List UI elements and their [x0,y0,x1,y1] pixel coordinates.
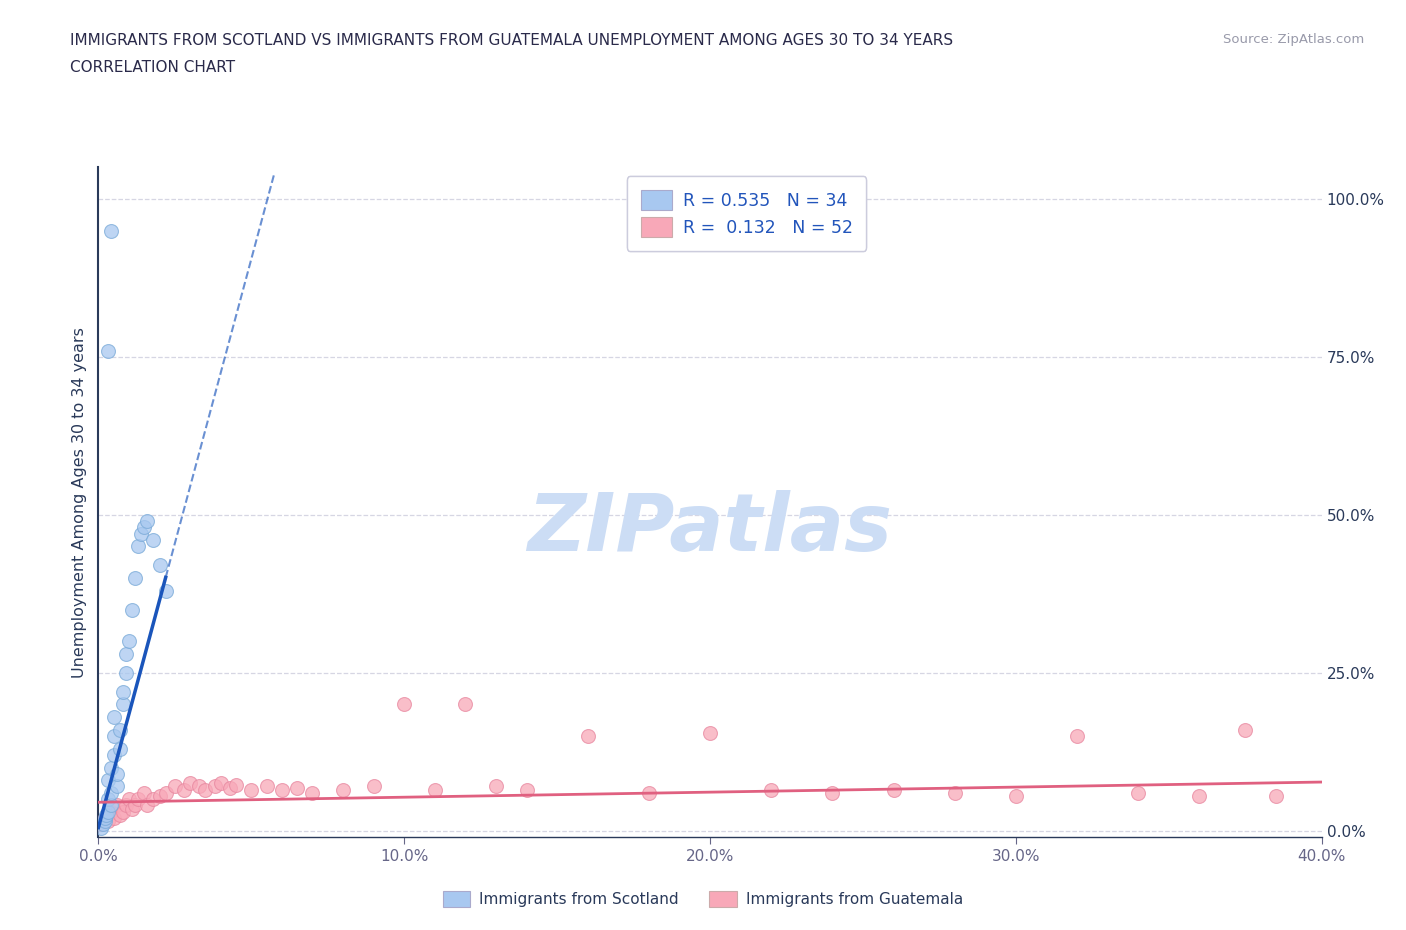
Point [423,782,446,797]
Point [204,779,226,794]
Point [1004,789,1026,804]
Point [179,776,201,790]
Point [93,811,115,826]
Point [127,791,149,806]
Point [240,782,263,797]
Point [136,513,159,528]
Point [115,646,138,661]
Point [256,779,278,794]
Point [121,602,143,617]
Point [100,760,122,775]
Point [576,728,599,743]
Point [97,343,120,358]
Point [97,814,120,829]
Point [103,748,125,763]
Point [699,725,721,740]
Point [454,697,477,711]
Point [225,777,247,792]
Text: ZIPatlas: ZIPatlas [527,490,893,568]
Point [105,779,128,794]
Point [100,223,122,238]
Point [115,665,138,680]
Point [115,798,138,813]
Point [108,723,131,737]
Point [173,782,195,797]
Point [285,780,308,795]
Point [821,785,844,800]
Point [301,785,323,800]
Point [111,804,134,819]
Point [100,785,122,800]
Text: IMMIGRANTS FROM SCOTLAND VS IMMIGRANTS FROM GUATEMALA UNEMPLOYMENT AMONG AGES 30: IMMIGRANTS FROM SCOTLAND VS IMMIGRANTS F… [70,33,953,47]
Point [103,728,125,743]
Point [485,779,508,794]
Point [149,789,172,804]
Point [363,779,385,794]
Point [188,779,211,794]
Point [94,807,117,822]
Point [105,766,128,781]
Point [142,533,165,548]
Point [209,776,232,790]
Point [155,583,177,598]
Point [1234,723,1257,737]
Point [124,798,146,813]
Point [100,804,122,819]
Point [136,798,159,813]
Point [516,782,538,797]
Point [149,558,172,573]
Point [93,811,115,826]
Point [97,791,120,806]
Point [142,791,165,806]
Point [118,791,141,806]
Point [1128,785,1150,800]
Y-axis label: Unemployment Among Ages 30 to 34 years: Unemployment Among Ages 30 to 34 years [72,326,87,678]
Point [91,817,114,831]
Point [163,779,186,794]
Point [134,520,156,535]
Point [194,782,217,797]
Point [134,785,156,800]
Point [759,782,782,797]
Point [1066,728,1088,743]
Point [111,697,134,711]
Point [97,773,120,788]
Point [108,741,131,756]
Point [1188,789,1211,804]
Point [103,710,125,724]
Point [270,782,292,797]
Point [100,798,122,813]
Point [127,539,149,554]
Point [124,571,146,586]
Text: CORRELATION CHART: CORRELATION CHART [70,60,235,75]
Point [392,697,416,711]
Point [129,526,152,541]
Point [219,780,242,795]
Point [90,817,112,831]
Point [943,785,966,800]
Point [155,785,177,800]
Point [111,684,134,699]
Point [93,814,115,829]
Point [105,798,128,813]
Point [108,807,131,822]
Point [90,820,112,835]
Point [118,633,141,648]
Point [332,782,354,797]
Point [121,801,143,816]
Point [1264,789,1286,804]
Point [103,811,125,826]
Text: Source: ZipAtlas.com: Source: ZipAtlas.com [1223,33,1364,46]
Point [637,785,661,800]
Point [97,804,120,819]
Legend: R = 0.535   N = 34, R =  0.132   N = 52: R = 0.535 N = 34, R = 0.132 N = 52 [627,176,866,251]
Legend: Immigrants from Scotland, Immigrants from Guatemala: Immigrants from Scotland, Immigrants fro… [436,884,970,913]
Point [883,782,905,797]
